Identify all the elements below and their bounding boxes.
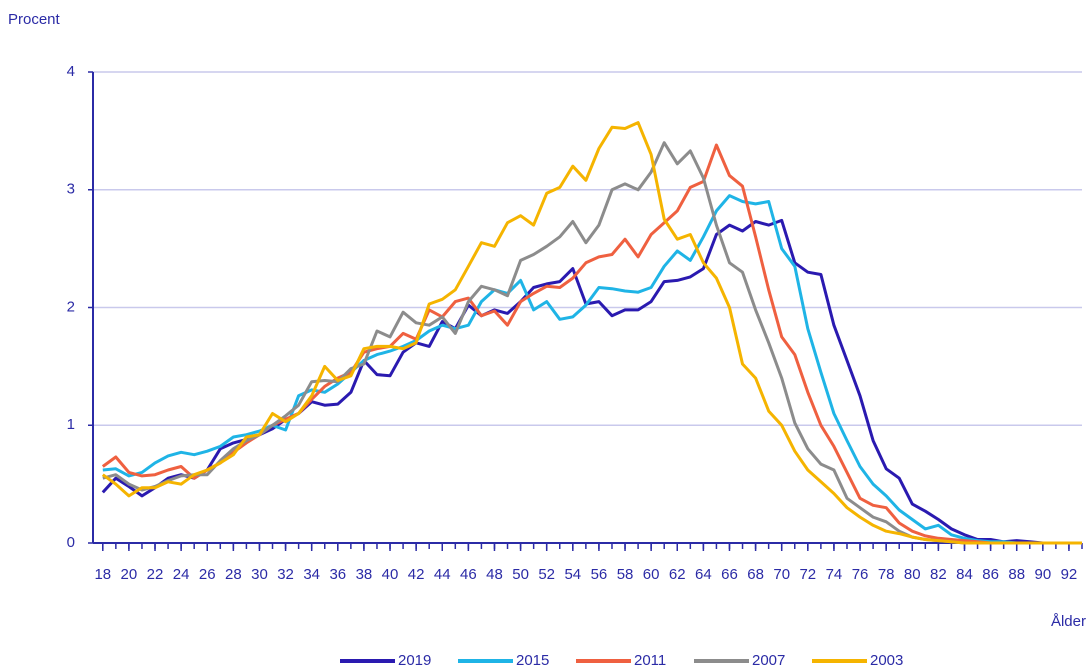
x-tick-label: 56 [591, 566, 608, 583]
series-line [101, 121, 1082, 545]
x-tick-label: 76 [852, 566, 869, 583]
x-tick-label: 70 [773, 566, 790, 583]
x-tick-label: 48 [486, 566, 503, 583]
x-tick-label: 32 [277, 566, 294, 583]
x-tick-label: 52 [538, 566, 555, 583]
x-tick-label: 50 [512, 566, 529, 583]
x-tick-label: 40 [382, 566, 399, 583]
x-tick-label: 24 [173, 566, 190, 583]
x-tick-label: 22 [147, 566, 164, 583]
y-tick-label: 2 [67, 298, 75, 315]
x-tick-label: 64 [695, 566, 712, 583]
x-tick-label: 72 [799, 566, 816, 583]
x-tick-label: 80 [904, 566, 921, 583]
x-axis-label: Ålder [1051, 613, 1086, 630]
y-tick-label: 1 [67, 416, 75, 433]
x-tick-label: 78 [878, 566, 895, 583]
y-tick-label: 3 [67, 181, 75, 198]
x-tick-label: 18 [94, 566, 111, 583]
series-line [101, 218, 1082, 545]
x-tick-label: 34 [303, 566, 320, 583]
x-tick-label: 84 [956, 566, 973, 583]
legend-label: 2019 [398, 652, 431, 669]
x-tick-label: 38 [356, 566, 373, 583]
x-tick-label: 36 [329, 566, 346, 583]
x-tick-label: 88 [1008, 566, 1025, 583]
x-tick-label: 46 [460, 566, 477, 583]
x-tick-label: 58 [617, 566, 634, 583]
x-tick-label: 86 [982, 566, 999, 583]
series-line [102, 194, 1082, 545]
legend-label: 2003 [870, 652, 903, 669]
x-tick-label: 30 [251, 566, 268, 583]
x-tick-label: 74 [826, 566, 843, 583]
x-tick-label: 68 [747, 566, 764, 583]
x-tick-label: 28 [225, 566, 242, 583]
x-tick-label: 44 [434, 566, 451, 583]
x-tick-label: 92 [1061, 566, 1078, 583]
legend-label: 2011 [634, 652, 666, 669]
x-tick-label: 90 [1034, 566, 1051, 583]
x-tick-label: 20 [121, 566, 138, 583]
legend-label: 2007 [752, 652, 785, 669]
y-tick-label: 4 [67, 63, 75, 80]
x-tick-label: 54 [564, 566, 581, 583]
x-tick-label: 26 [199, 566, 216, 583]
x-tick-label: 62 [669, 566, 686, 583]
x-tick-label: 82 [930, 566, 947, 583]
legend-label: 2015 [516, 652, 549, 669]
series-line [101, 143, 1082, 545]
x-tick-label: 60 [643, 566, 660, 583]
series-line [102, 141, 1082, 545]
y-axis-label: Procent [8, 11, 61, 28]
x-tick-label: 66 [721, 566, 738, 583]
y-tick-label: 0 [67, 534, 75, 551]
x-tick-label: 42 [408, 566, 425, 583]
